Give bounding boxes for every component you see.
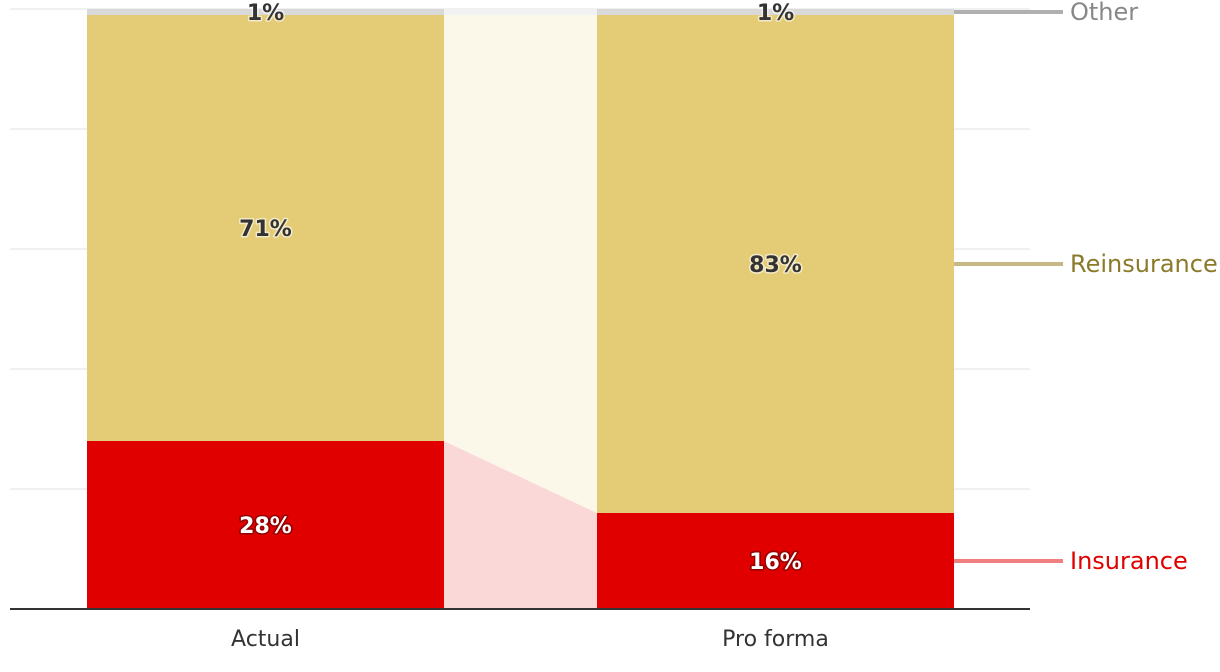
bar-connectors (444, 9, 597, 609)
bar-other-actual (87, 9, 444, 15)
x-tick-labels: Actual Pro forma (231, 627, 829, 652)
legend-label-reinsurance: Reinsurance (1070, 250, 1218, 278)
bar-other-pro-forma (597, 9, 954, 15)
legend-label-other: Other (1070, 0, 1138, 26)
x-tick-label-pro-forma: Pro forma (722, 627, 829, 652)
legend: Insurance Reinsurance Other (954, 0, 1218, 575)
connector-reinsurance (444, 15, 597, 513)
connector-insurance (444, 441, 597, 609)
legend-label-insurance: Insurance (1070, 547, 1188, 575)
data-labels: 28% 16% 71% 83% 1% 1% (238, 0, 804, 577)
data-label-insurance-actual: 28% (239, 514, 292, 539)
x-tick-label-actual: Actual (231, 627, 300, 652)
connector-other (444, 9, 597, 15)
data-label-insurance-pro-forma: 16% (749, 550, 802, 575)
bars (87, 9, 954, 609)
bar-insurance-pro-forma (597, 513, 954, 609)
bar-insurance-actual (87, 441, 444, 609)
data-label-other-actual: 1% (247, 1, 284, 26)
data-label-other-pro-forma: 1% (757, 1, 794, 26)
bar-reinsurance-pro-forma (597, 15, 954, 513)
bar-reinsurance-actual (87, 15, 444, 441)
data-label-reinsurance-actual: 71% (239, 217, 292, 242)
data-label-reinsurance-pro-forma: 83% (749, 253, 802, 278)
